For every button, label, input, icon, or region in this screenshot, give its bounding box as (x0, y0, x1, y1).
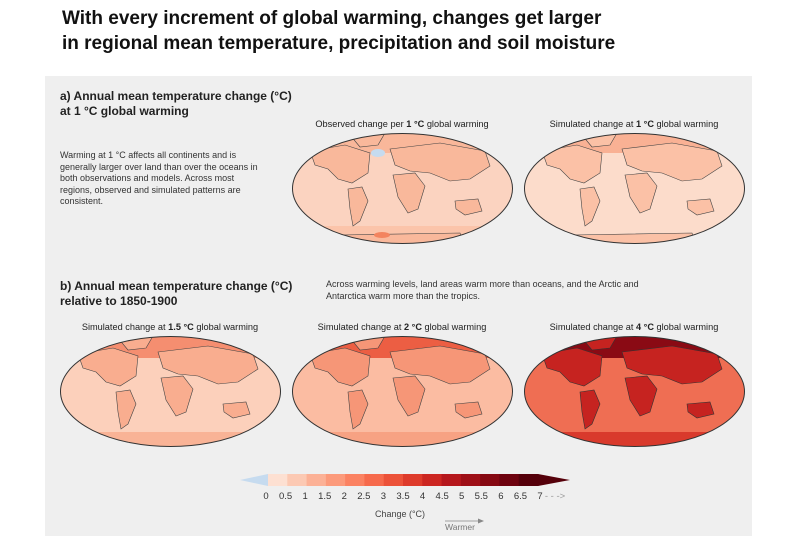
colorbar-segment (345, 474, 365, 486)
colorbar-tick-label: 3.5 (396, 491, 410, 502)
map-b3-caption: Simulated change at 4 °C global warming (549, 322, 719, 332)
colorbar-tick-label: 0.5 (278, 491, 293, 502)
colorbar-tick-label: 6 (498, 491, 504, 502)
colorbar-tick-label: 3 (380, 491, 387, 502)
section-b-description: Across warming levels, land areas warm m… (326, 279, 639, 301)
colorbar-segment (499, 474, 520, 486)
colorbar-warm-end (538, 474, 570, 486)
colorbar-ticks: 0 0.5 1 1.5 2 2.5 3 3.5 4 4.5 5 5.5 6 6.5 7- - -> (0, 491, 800, 505)
warmer-arrow-icon (445, 518, 484, 524)
map-a2-caption: Simulated change at 1 °C global warming (549, 119, 719, 129)
colorbar-tick-label: 2 (341, 491, 347, 502)
section-a-description: Warming at 1 °C affects all continents a… (60, 150, 258, 206)
colorbar-segment (287, 474, 308, 486)
colorbar-segment (383, 474, 404, 486)
colorbar-tick-label: 4.5 (435, 491, 449, 502)
map-a1-caption: Observed change per 1 °C global warming (315, 119, 489, 129)
page-title: With every increment of global warming, … (62, 8, 616, 54)
colorbar-segment (480, 474, 500, 486)
colorbar-segment (306, 474, 327, 486)
section-b-title: b) Annual mean temperature change (°C) r… (60, 279, 293, 308)
section-a-title: a) Annual mean temperature change (°C) a… (60, 89, 292, 118)
colorbar-overflow-label: - - -> (544, 491, 566, 502)
map-observed-1c (292, 133, 513, 244)
colorbar-segment (518, 474, 539, 486)
colorbar (240, 474, 570, 486)
colorbar-tick-label: 1 (302, 491, 308, 502)
colorbar-segment (403, 474, 423, 486)
colorbar-tick-label: 0 (263, 491, 269, 502)
map-b1-caption: Simulated change at 1.5 °C global warmin… (81, 322, 259, 332)
colorbar-tick-label: 5.5 (474, 491, 488, 502)
warmer-label: Warmer (445, 522, 475, 532)
map-b2-caption: Simulated change at 2 °C global warming (317, 322, 487, 332)
colorbar-tick-label: 4 (419, 491, 426, 502)
colorbar-segment (460, 474, 481, 486)
colorbar-tick-label: 2.5 (357, 491, 371, 502)
colorbar-segment (422, 474, 443, 486)
colorbar-segment (441, 474, 462, 486)
colorbar-segment (268, 474, 288, 486)
colorbar-tick-label: 5 (459, 491, 465, 502)
colorbar-tick-label: 7 (537, 491, 543, 502)
colorbar-cool-end (240, 474, 268, 486)
colorbar-label: Change (°C) (374, 509, 426, 519)
colorbar-tick-label: 6.5 (513, 491, 528, 502)
map-simulated-1c (524, 133, 745, 244)
colorbar-segment (364, 474, 385, 486)
map-simulated-4c (524, 336, 745, 447)
colorbar-tick-label: 1.5 (318, 491, 332, 502)
colorbar-segment (325, 474, 346, 486)
map-simulated-2c (292, 336, 513, 447)
map-simulated-1-5c (60, 336, 281, 447)
